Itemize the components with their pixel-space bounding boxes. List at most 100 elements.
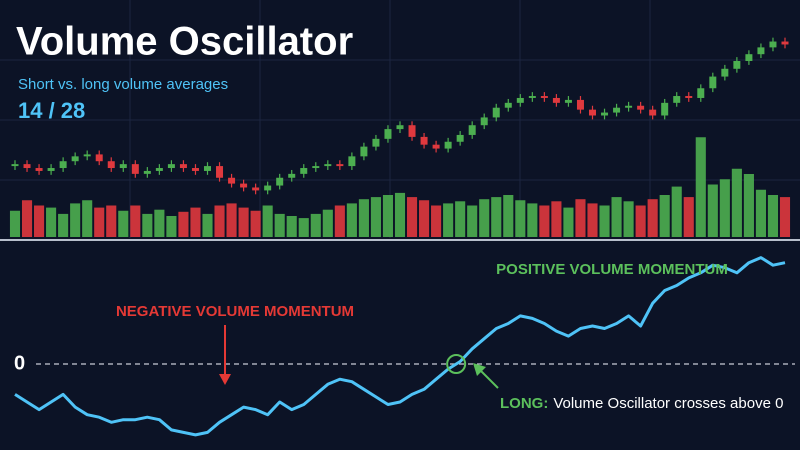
volume-bar (767, 195, 779, 237)
volume-bar (467, 205, 478, 237)
volume-bar (659, 195, 670, 237)
volume-bar (250, 210, 261, 237)
price-grid (0, 0, 800, 238)
subtitle: Short vs. long volume averages (18, 76, 228, 93)
candle-body (432, 144, 440, 149)
volume-bar (647, 199, 658, 237)
volume-bar (479, 199, 490, 237)
volume-bar (334, 205, 345, 237)
candle-body (528, 96, 536, 98)
candle-body (179, 164, 187, 169)
candle-body (769, 41, 777, 48)
volume-bar (142, 213, 153, 237)
candle-body (336, 164, 344, 167)
volume-bar (310, 213, 321, 237)
volume-bar (58, 213, 69, 237)
candle-body (59, 161, 67, 169)
volume-bar (406, 197, 418, 237)
volume-bar (382, 195, 394, 237)
candle-body (384, 129, 392, 139)
y-tick-label: 0 (14, 352, 25, 374)
volume-bar (779, 197, 791, 237)
candle-body (252, 187, 260, 191)
candle-body (23, 164, 31, 169)
candle-body (324, 164, 332, 167)
volume-bar (515, 200, 526, 237)
volume-bar (346, 203, 357, 237)
candle-body (240, 183, 248, 188)
candle-body (35, 168, 43, 171)
volume-bar (118, 210, 129, 237)
volume-bar (695, 137, 706, 237)
volume-bar (635, 205, 646, 237)
period: 14 / 28 (18, 98, 85, 123)
candle-body (673, 96, 681, 103)
volume-bar (322, 209, 333, 237)
candle-body (348, 156, 356, 167)
volume-bar (443, 203, 454, 237)
candle-body (721, 68, 729, 77)
candle-body (408, 125, 416, 137)
volume-bar (563, 207, 574, 237)
candle-body (276, 177, 284, 186)
candle-body (685, 96, 693, 98)
volume-bar (190, 207, 201, 237)
candle-body (420, 136, 428, 145)
candle-body (312, 166, 320, 169)
volume-bar (286, 216, 297, 237)
signal-label: LONG: (500, 395, 548, 412)
cross-marker (446, 354, 467, 374)
volume-bar (623, 201, 634, 237)
candle-body (637, 105, 645, 110)
candle-body (589, 109, 596, 116)
candle-body (83, 154, 91, 157)
candle-body (107, 161, 115, 169)
volume-bar (755, 189, 766, 237)
volume-bar (683, 197, 694, 237)
candle-body (649, 109, 657, 116)
candle-body (204, 166, 211, 171)
volume-bar (370, 197, 381, 237)
candle-body (95, 154, 103, 162)
negative-annotation: NEGATIVE VOLUME MOMENTUM (116, 303, 354, 320)
volume-bar (358, 199, 369, 237)
volume-bar (419, 200, 430, 237)
candle-body (456, 134, 464, 142)
candle-body (47, 168, 55, 171)
candle-body (733, 61, 741, 69)
volume-bar (743, 174, 754, 237)
volume-bar (202, 213, 213, 237)
candle-body (396, 125, 404, 130)
volume-bar (262, 205, 273, 237)
candle-body (709, 76, 717, 89)
volume-bar (491, 197, 502, 237)
candle-body (697, 88, 705, 98)
candle-body (300, 168, 308, 174)
candle-body (552, 97, 560, 103)
volume-bar (599, 205, 610, 237)
volume-bar (298, 218, 309, 237)
volume-bar (226, 203, 237, 237)
volume-bar (154, 209, 165, 237)
negative-arrow-head (219, 374, 231, 385)
candle-body (71, 156, 79, 162)
volume-bar (21, 200, 33, 237)
candle-body (119, 164, 127, 169)
volume-bar (394, 192, 406, 237)
oscillator-line (14, 256, 786, 437)
candle-body (564, 99, 572, 103)
candle-body (745, 54, 753, 61)
volume-bar (455, 201, 466, 237)
candle-body (516, 97, 524, 103)
marks: 0 (9, 37, 795, 437)
signal-arrow-head (473, 363, 486, 376)
volume-bar (671, 186, 682, 237)
volume-bar (214, 205, 225, 237)
volume-bar (82, 200, 93, 237)
volume-bar (587, 203, 598, 237)
volume-bar (274, 213, 285, 237)
candle-body (661, 102, 669, 116)
candle-body (360, 146, 368, 157)
candle-body (143, 170, 151, 174)
volume-bar (178, 211, 189, 237)
